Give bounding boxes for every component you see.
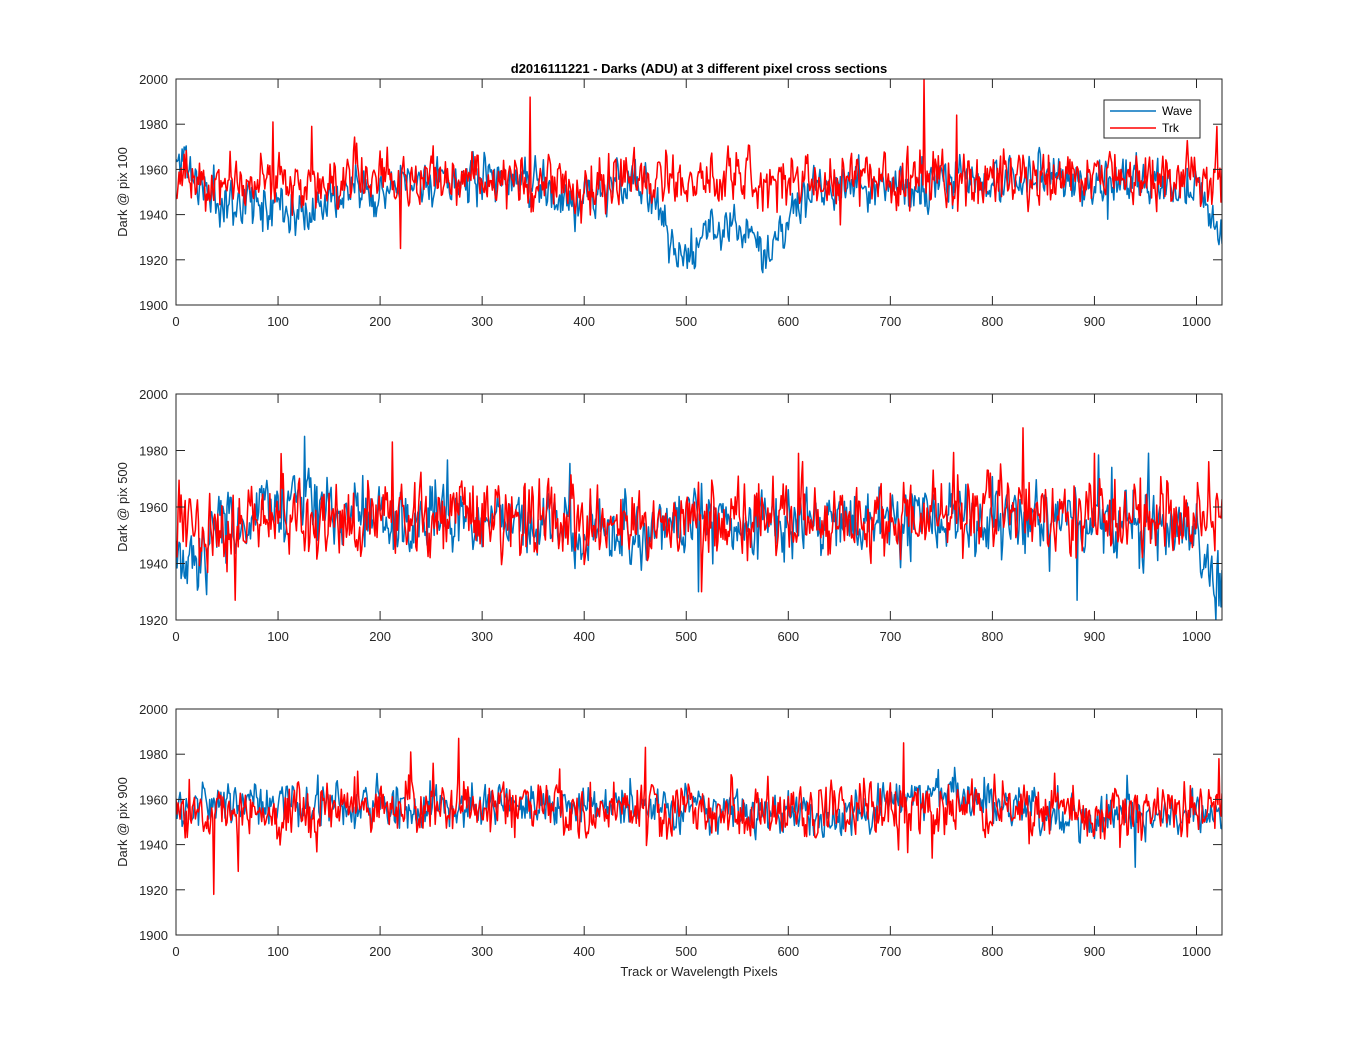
axes-box-1: [175, 78, 1223, 306]
subplot-2: 0 100 200 300 400 500 600 700 800 900 1000 1920 1940…: [115, 387, 1223, 644]
y-axis-label-3: Dark @ pix 900: [115, 777, 130, 867]
x-tick-label-100: 100: [267, 629, 289, 644]
y-tick-label-1920: 1920: [139, 883, 168, 898]
x-tick-label-500: 500: [675, 629, 697, 644]
y-tick-label-2000: 2000: [139, 702, 168, 717]
x-tick-label-900: 900: [1084, 629, 1106, 644]
y-tick-label-1920: 1920: [139, 253, 168, 268]
y-tick-label-1960: 1960: [139, 500, 168, 515]
x-tick-label-300: 300: [471, 629, 493, 644]
x-tick-label-400: 400: [573, 944, 595, 959]
figure-title: d2016111221 - Darks (ADU) at 3 different…: [511, 61, 887, 76]
y-tick-label-1980: 1980: [139, 444, 168, 459]
subplot-3: 0 100 200 300 400 500 600 700 800 900 1000 1900 1920…: [115, 702, 1223, 959]
subplots: 0 100 200 300 400 500 600 700 800 900 100019001920…: [115, 72, 1223, 959]
plot-area-3: [176, 709, 1222, 935]
legend-label-wave: Wave: [1162, 104, 1193, 118]
x-tick-label-800: 800: [982, 629, 1004, 644]
x-tick-label-300: 300: [471, 944, 493, 959]
x-tick-label-900: 900: [1084, 944, 1106, 959]
series-group-1: [176, 79, 1222, 274]
series-group-3: [176, 737, 1222, 896]
x-tick-label-700: 700: [879, 314, 901, 329]
y-tick-label-1960: 1960: [139, 162, 168, 177]
x-tick-label-400: 400: [573, 314, 595, 329]
x-tick-label-400: 400: [573, 629, 595, 644]
y-axis-label-2: Dark @ pix 500: [115, 462, 130, 552]
x-tick-label-800: 800: [982, 944, 1004, 959]
legend-label-trk: Trk: [1162, 121, 1180, 135]
x-tick-label-600: 600: [777, 314, 799, 329]
x-tick-label-500: 500: [675, 314, 697, 329]
y-tick-label-1980: 1980: [139, 117, 168, 132]
x-tick-label-100: 100: [267, 944, 289, 959]
y-tick-label-1920: 1920: [139, 613, 168, 628]
axes-box-3: [175, 708, 1223, 936]
series-line-trk-3: [176, 737, 1222, 896]
x-tick-label-600: 600: [777, 629, 799, 644]
y-tick-label-1900: 1900: [139, 928, 168, 943]
y-tick-label-1940: 1940: [139, 208, 168, 223]
x-axis-label: Track or Wavelength Pixels: [620, 964, 778, 979]
x-tick-label-200: 200: [369, 314, 391, 329]
legend: Wave Trk: [1103, 99, 1201, 139]
y-tick-label-2000: 2000: [139, 387, 168, 402]
y-tick-label-1940: 1940: [139, 557, 168, 572]
legend-box: [1103, 99, 1201, 139]
x-tick-label-1000: 1000: [1182, 314, 1211, 329]
series-group-2: [176, 427, 1222, 620]
x-tick-label-0: 0: [172, 314, 179, 329]
x-tick-label-600: 600: [777, 944, 799, 959]
x-tick-label-700: 700: [879, 629, 901, 644]
x-tick-label-800: 800: [982, 314, 1004, 329]
x-tick-label-200: 200: [369, 629, 391, 644]
x-tick-label-300: 300: [471, 314, 493, 329]
x-tick-label-0: 0: [172, 944, 179, 959]
series-line-trk-2: [176, 427, 1222, 601]
x-tick-label-700: 700: [879, 944, 901, 959]
y-tick-label-2000: 2000: [139, 72, 168, 87]
x-tick-label-500: 500: [675, 944, 697, 959]
x-tick-label-200: 200: [369, 944, 391, 959]
x-tick-label-1000: 1000: [1182, 944, 1211, 959]
subplot-1: 0 100 200 300 400 500 600 700 800 900 1000 1900 1920…: [115, 72, 1223, 329]
y-axis-label-1: Dark @ pix 100: [115, 147, 130, 237]
x-tick-label-0: 0: [172, 629, 179, 644]
x-tick-label-900: 900: [1084, 314, 1106, 329]
x-tick-label-1000: 1000: [1182, 629, 1211, 644]
y-tick-label-1980: 1980: [139, 747, 168, 762]
y-tick-label-1900: 1900: [139, 298, 168, 313]
y-tick-label-1960: 1960: [139, 792, 168, 807]
x-tick-label-100: 100: [267, 314, 289, 329]
series-line-trk-1: [176, 79, 1222, 250]
y-tick-label-1940: 1940: [139, 838, 168, 853]
